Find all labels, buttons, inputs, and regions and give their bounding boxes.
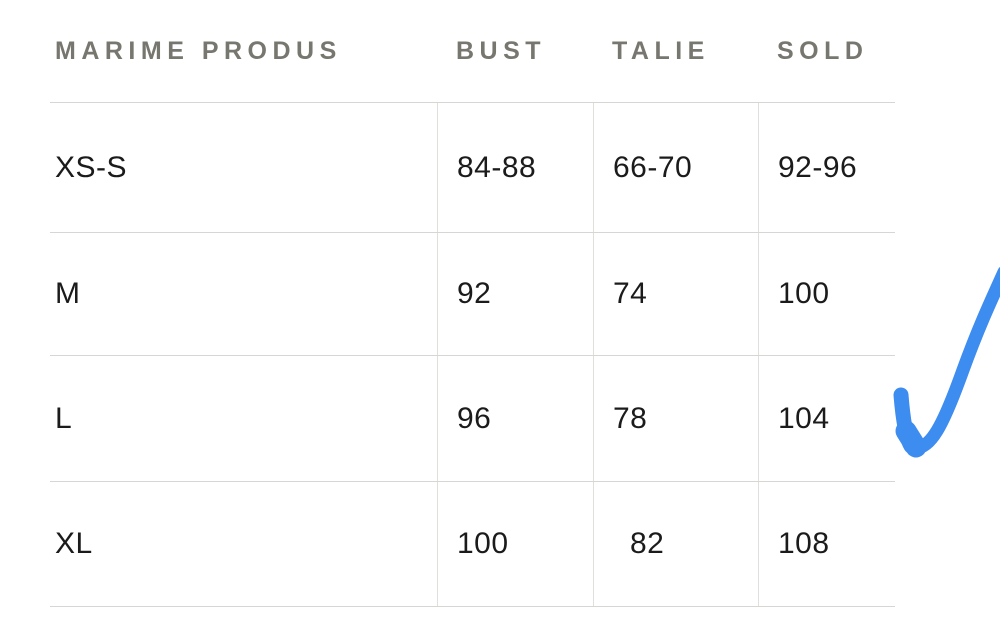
talie-cell: 66-70 <box>593 103 758 232</box>
checkmark-short-stroke <box>893 387 919 454</box>
checkmark-vertex-stroke <box>895 420 927 458</box>
table-body: XS-S 84-88 66-70 92-96 M 92 74 100 L 96 … <box>50 102 895 607</box>
checkmark-long-stroke <box>905 266 1000 455</box>
bust-cell: 100 <box>437 482 593 606</box>
sold-cell: 92-96 <box>758 103 895 232</box>
talie-cell: 82 <box>593 482 758 606</box>
sold-cell: 104 <box>758 356 895 481</box>
checkmark-icon <box>893 266 1000 458</box>
table-header-row: MARIME PRODUS BUST TALIE SOLD <box>50 0 895 102</box>
column-header-sold: SOLD <box>777 36 869 65</box>
size-cell: L <box>55 401 73 435</box>
size-chart-table: MARIME PRODUS BUST TALIE SOLD XS-S 84-88… <box>50 0 895 607</box>
table-row-xl: XL 100 82 108 <box>50 481 895 607</box>
bust-cell: 84-88 <box>437 103 593 232</box>
sold-cell: 100 <box>758 233 895 355</box>
table-row-xs-s: XS-S 84-88 66-70 92-96 <box>50 102 895 232</box>
table-row-m: M 92 74 100 <box>50 232 895 355</box>
talie-cell: 78 <box>593 356 758 481</box>
size-cell: XS-S <box>55 150 128 184</box>
bust-cell: 96 <box>437 356 593 481</box>
column-header-bust: BUST <box>456 36 547 65</box>
table-row-l: L 96 78 104 <box>50 355 895 481</box>
column-header-marime-produs: MARIME PRODUS <box>55 36 342 65</box>
talie-cell: 74 <box>593 233 758 355</box>
sold-cell: 108 <box>758 482 895 606</box>
size-cell: M <box>55 277 81 310</box>
size-cell: XL <box>55 527 93 560</box>
column-header-talie: TALIE <box>612 36 710 65</box>
bust-cell: 92 <box>437 233 593 355</box>
